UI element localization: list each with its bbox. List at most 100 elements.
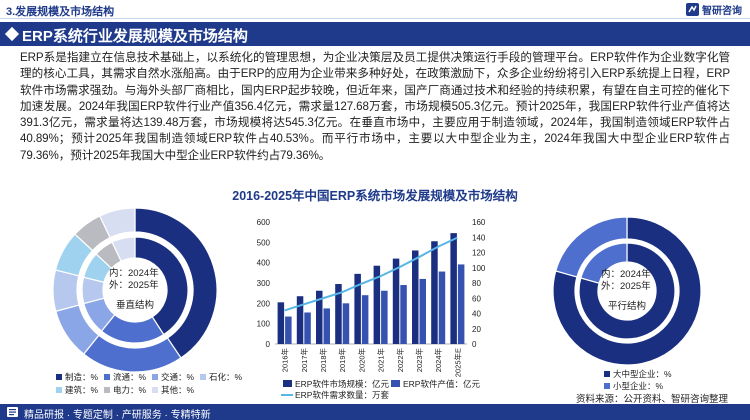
vertical-structure-legend: 制造：% 流通：% 交通：% 石化：% 建筑：% 电力：% 其他：% (56, 372, 243, 395)
legend-swatch-3 (152, 374, 158, 380)
brand-logo: 智研咨询 (686, 2, 742, 17)
x-axis-label: 2018年 (318, 348, 328, 373)
x-axis-label: 2022年 (395, 348, 405, 373)
inner-ring-slice-1 (134, 236, 189, 336)
legend-label-4: 石化：% (209, 372, 243, 382)
brand-name: 智研咨询 (702, 6, 742, 17)
legend-label-2: 小型企业：% (613, 381, 664, 391)
bar-market-size (316, 290, 323, 344)
bar-market-size (431, 241, 438, 344)
legend-label-1: 大中型企业：% (613, 369, 672, 379)
outer-ring-slice-4 (52, 269, 80, 312)
right-axis-tick: 60 (472, 294, 481, 303)
section-title: 3.发展规模及市场结构 (6, 6, 115, 18)
legend-swatch-5 (56, 387, 62, 393)
x-axis-label: 2020年 (356, 348, 366, 373)
left-axis-tick: 600 (257, 218, 271, 227)
legend-swatch-market-size (283, 380, 292, 387)
scale-combo-chart: 0 100 200 300 400 500 600 0 20 40 60 80 100 120 140 160… (257, 218, 486, 377)
x-axis-label: 2023年 (414, 348, 424, 373)
legend-swatch-7 (152, 387, 158, 393)
outer-ring-slice-7 (98, 207, 136, 239)
left-axis-tick: 100 (257, 320, 271, 329)
scale-combo-legend: ERP软件市场规模：亿元 ERP软件产值：亿元 ERP软件需求数量：万套 (281, 379, 480, 400)
parallel-structure-legend: 大中型企业：% 小型企业：% (604, 369, 672, 391)
bar-market-size (354, 273, 361, 344)
legend-swatch-6 (104, 387, 110, 393)
legend-swatch-2 (604, 383, 610, 389)
bar-output-value (304, 312, 311, 344)
left-axis-tick: 500 (257, 238, 271, 247)
legend-label-5: 建筑：% (65, 385, 99, 395)
outer-ring-slice-1 (552, 216, 702, 366)
page-title: ERP系统行业发展规模及市场结构 (22, 28, 248, 45)
intro-paragraph: ERP系是指建立在信息技术基础上，以系统化的管理思想，为企业决策层及员工提供决策… (20, 51, 730, 162)
bar-output-value (323, 308, 330, 344)
title-banner: ERP系统行业发展规模及市场结构 (0, 22, 750, 46)
legend-label-1: 制造：% (65, 372, 99, 382)
bar-output-value (419, 278, 426, 344)
right-axis-tick: 20 (472, 325, 481, 334)
legend-label-output: ERP软件产值：亿元 (403, 379, 480, 389)
left-axis-tick: 400 (257, 259, 271, 268)
legend-swatch-1 (604, 371, 610, 377)
x-axis-label: 2021年 (376, 348, 386, 373)
inner-ring-slice-2 (580, 242, 628, 284)
inner-ring-slice-7 (111, 236, 136, 262)
legend-swatch-4 (200, 374, 206, 380)
x-axis-label: 2019年 (337, 348, 347, 373)
right-axis-tick: 80 (472, 279, 481, 288)
legend-label-7: 其他：% (161, 385, 195, 395)
bar-output-value (438, 271, 446, 344)
legend-swatch-output (391, 380, 400, 387)
right-axis-tick: 120 (472, 249, 486, 258)
top-divider (0, 18, 750, 19)
bar-market-size (392, 258, 400, 344)
right-axis-tick: 40 (472, 310, 481, 319)
center-label-inner: 内：2024年 (601, 268, 651, 280)
center-label-outer: 外：2025年 (601, 280, 651, 292)
center-label-outer: 外：2025年 (109, 279, 159, 291)
bar-output-value (457, 264, 465, 344)
x-axis-label: 2024年 (433, 348, 443, 373)
legend-label-3: 交通：% (161, 372, 195, 382)
donut-title: 平行结构 (608, 300, 646, 312)
left-axis-tick: 0 (266, 340, 271, 349)
bar-market-size (412, 250, 419, 344)
bar-market-size (373, 265, 381, 344)
left-axis-tick: 300 (257, 279, 271, 288)
right-axis-tick: 0 (472, 340, 477, 349)
legend-label-6: 电力：% (113, 385, 147, 395)
top-bar: 3.发展规模及市场结构 智研咨询 (0, 0, 750, 20)
legend-label-market-size: ERP软件市场规模：亿元 (295, 379, 389, 389)
center-label-inner: 内：2024年 (109, 267, 159, 279)
donut-title: 垂直结构 (116, 299, 154, 311)
legend-label-2: 流通：% (113, 372, 147, 382)
bar-market-size (296, 296, 304, 344)
bar-market-size (277, 302, 285, 344)
bar-output-value (342, 303, 350, 344)
legend-swatch-2 (104, 374, 110, 380)
brand-mark-icon (686, 3, 699, 16)
footer-services: 精品研报 · 专题定制 · 产研服务 · 专精特新 (24, 410, 211, 420)
right-axis-tick: 160 (472, 218, 486, 227)
report-icon (7, 407, 18, 417)
chart-title: 2016-2025年中国ERP系统市场发展规模及市场结构 (232, 189, 518, 203)
bar-output-value (361, 295, 369, 344)
right-axis-tick: 100 (472, 264, 486, 273)
legend-swatch-1 (56, 374, 62, 380)
legend-label-demand: ERP软件需求数量：万套 (295, 390, 389, 400)
bar-output-value (285, 316, 292, 344)
bar-output-value (381, 290, 388, 344)
x-axis-label: 2016年 (280, 348, 290, 373)
footer-bar: 精品研报 · 专题定制 · 产研服务 · 专精特新 (0, 404, 750, 420)
right-axis-tick: 140 (472, 233, 486, 242)
bar-market-size (335, 284, 342, 344)
bar-market-size (450, 233, 457, 344)
x-axis-label: 2017年 (299, 348, 309, 373)
outer-ring-slice-2 (555, 216, 628, 278)
line-demand-quantity (284, 236, 458, 312)
x-axis-label: 2025年E (452, 348, 462, 377)
